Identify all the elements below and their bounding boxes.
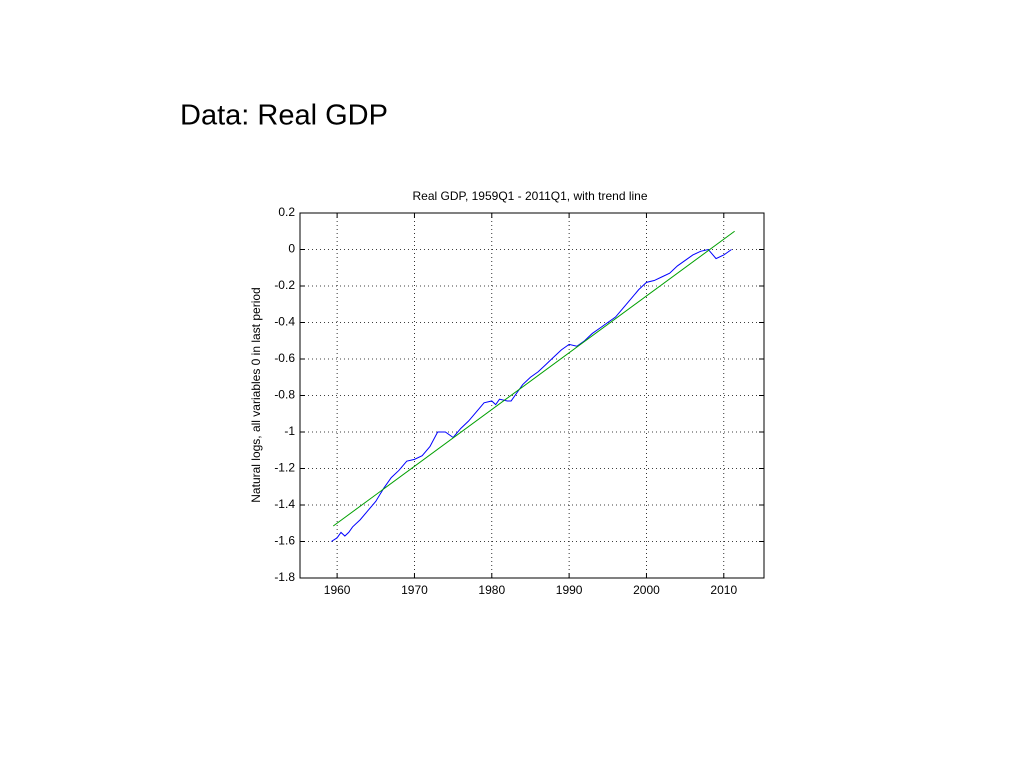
y-tick-label: 0.2 bbox=[278, 205, 295, 219]
y-tick-label: -1.8 bbox=[274, 570, 295, 584]
x-tick-label: 1960 bbox=[324, 583, 351, 597]
y-tick-label: -1 bbox=[284, 424, 295, 438]
y-tick-label: -1.6 bbox=[274, 534, 295, 548]
chart-title: Real GDP, 1959Q1 - 2011Q1, with trend li… bbox=[412, 189, 647, 203]
x-tick-label: 1970 bbox=[401, 583, 428, 597]
x-tick-label: 2010 bbox=[710, 583, 737, 597]
data-line bbox=[331, 248, 732, 542]
y-tick-label: -0.4 bbox=[274, 315, 295, 329]
y-axis-label: Natural logs, all variables 0 in last pe… bbox=[249, 287, 263, 502]
y-tick-label: 0 bbox=[288, 242, 295, 256]
y-tick-label: -0.6 bbox=[274, 351, 295, 365]
y-tick-label: -1.2 bbox=[274, 461, 295, 475]
y-tick-label: -0.8 bbox=[274, 388, 295, 402]
y-tick-label: -1.4 bbox=[274, 497, 295, 511]
data-line bbox=[332, 230, 735, 527]
x-tick-label: 2000 bbox=[633, 583, 660, 597]
x-tick-label: 1980 bbox=[478, 583, 505, 597]
y-tick-label: -0.2 bbox=[274, 278, 295, 292]
x-tick-label: 1990 bbox=[556, 583, 583, 597]
axes-frame bbox=[299, 212, 765, 579]
slide-title: Data: Real GDP bbox=[180, 100, 388, 132]
